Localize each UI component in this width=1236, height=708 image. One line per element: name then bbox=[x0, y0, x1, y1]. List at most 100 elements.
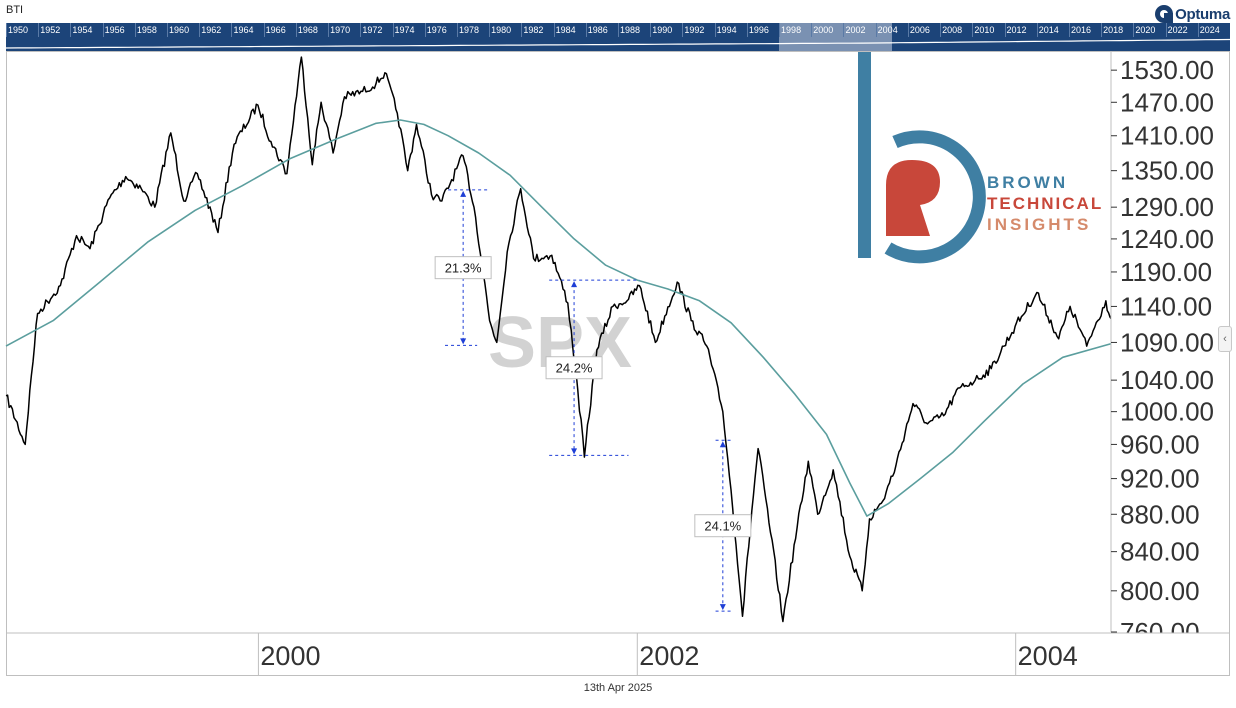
navigator-year[interactable]: 2010 bbox=[974, 25, 995, 35]
navigator-divider bbox=[263, 23, 265, 37]
navigator-year[interactable]: 2002 bbox=[845, 25, 866, 35]
drawdown-arrow-up bbox=[460, 190, 467, 197]
navigator-sparkline bbox=[6, 38, 1230, 49]
navigator-year[interactable]: 1996 bbox=[748, 25, 769, 35]
navigator-divider bbox=[585, 23, 587, 37]
navigator-year[interactable]: 1958 bbox=[136, 25, 157, 35]
navigator-year[interactable]: 1968 bbox=[297, 25, 318, 35]
navigator-divider bbox=[650, 23, 652, 37]
navigator-year[interactable]: 1952 bbox=[40, 25, 61, 35]
x-tick-label: 2002 bbox=[639, 641, 699, 671]
navigator-year[interactable]: 2006 bbox=[909, 25, 930, 35]
y-tick-label: 1470.00 bbox=[1120, 87, 1214, 117]
navigator-year[interactable]: 2014 bbox=[1038, 25, 1059, 35]
navigator-divider bbox=[38, 23, 40, 37]
y-axis-background bbox=[1111, 52, 1229, 632]
y-tick-label: 1240.00 bbox=[1120, 224, 1214, 254]
drawdown-arrow-down bbox=[719, 604, 726, 611]
navigator-divider bbox=[1004, 23, 1006, 37]
navigator-divider bbox=[134, 23, 136, 37]
navigator-year[interactable]: 1982 bbox=[523, 25, 544, 35]
navigator-year[interactable]: 2008 bbox=[942, 25, 963, 35]
navigator-year[interactable]: 1994 bbox=[716, 25, 737, 35]
navigator-year[interactable]: 2024 bbox=[1199, 25, 1220, 35]
drawdown-annotations: 21.3% 24.2% 24.1% bbox=[434, 189, 752, 612]
brand-logo-bowl bbox=[884, 130, 986, 264]
navigator-year[interactable]: 2004 bbox=[877, 25, 898, 35]
navigator-year[interactable]: 1976 bbox=[426, 25, 447, 35]
drawdown-arrow-up bbox=[719, 441, 726, 448]
y-tick-label: 960.00 bbox=[1120, 429, 1200, 459]
navigator-year[interactable]: 1950 bbox=[8, 25, 29, 35]
navigator-year[interactable]: 2018 bbox=[1103, 25, 1124, 35]
navigator-divider bbox=[167, 23, 169, 37]
navigator-year[interactable]: 2020 bbox=[1135, 25, 1156, 35]
navigator-divider bbox=[779, 23, 781, 37]
navigator-year[interactable]: 1988 bbox=[620, 25, 641, 35]
price-line bbox=[5, 56, 1117, 623]
navigator-year[interactable]: 1966 bbox=[265, 25, 286, 35]
y-tick-label: 840.00 bbox=[1120, 537, 1200, 567]
y-tick-label: 1090.00 bbox=[1120, 327, 1214, 357]
brand-line-3: INSIGHTS bbox=[987, 215, 1091, 234]
navigator-divider bbox=[843, 23, 845, 37]
navigator-divider bbox=[1068, 23, 1070, 37]
date-range-navigator[interactable]: 1950 1952 1954 1956 1958 1960 1962 1964 1966 1968… bbox=[6, 23, 1230, 51]
navigator-year[interactable]: 1974 bbox=[394, 25, 415, 35]
optuma-brand-text: Optuma bbox=[1175, 5, 1230, 23]
navigator-year[interactable]: 1972 bbox=[362, 25, 383, 35]
collapse-axis-toggle[interactable]: ‹ bbox=[1218, 326, 1232, 352]
navigator-year[interactable]: 1980 bbox=[491, 25, 512, 35]
navigator-year[interactable]: 1970 bbox=[330, 25, 351, 35]
navigator-year[interactable]: 1998 bbox=[781, 25, 802, 35]
navigator-divider bbox=[907, 23, 909, 37]
drawdown-label: 24.2% bbox=[556, 361, 593, 376]
navigator-year[interactable]: 2012 bbox=[1006, 25, 1027, 35]
navigator-divider bbox=[811, 23, 813, 37]
navigator-year[interactable]: 1978 bbox=[458, 25, 479, 35]
optuma-logo: Optuma bbox=[1155, 3, 1230, 25]
navigator-year[interactable]: 1960 bbox=[169, 25, 190, 35]
navigator-divider bbox=[553, 23, 555, 37]
navigator-divider bbox=[521, 23, 523, 37]
y-tick-label: 1410.00 bbox=[1120, 121, 1214, 151]
footer-date: 13th Apr 2025 bbox=[583, 682, 653, 694]
navigator-year[interactable]: 1990 bbox=[652, 25, 673, 35]
drawdown-label: 24.1% bbox=[704, 519, 741, 534]
navigator-divider bbox=[102, 23, 104, 37]
drawdown-label-box bbox=[694, 514, 752, 538]
navigator-year[interactable]: 1986 bbox=[587, 25, 608, 35]
navigator-year[interactable]: 1984 bbox=[555, 25, 576, 35]
navigator-year[interactable]: 1964 bbox=[233, 25, 254, 35]
navigator-divider bbox=[424, 23, 426, 37]
navigator-year[interactable]: 2016 bbox=[1070, 25, 1091, 35]
navigator-divider bbox=[489, 23, 491, 37]
chart-panel[interactable] bbox=[6, 51, 1230, 676]
navigator-selection-window[interactable] bbox=[779, 23, 892, 51]
navigator-divider bbox=[392, 23, 394, 37]
navigator-divider bbox=[1036, 23, 1038, 37]
navigator-year[interactable]: 1956 bbox=[104, 25, 125, 35]
navigator-divider bbox=[231, 23, 233, 37]
navigator-divider bbox=[328, 23, 330, 37]
navigator-divider bbox=[682, 23, 684, 37]
brand-line-2: TECHNICAL bbox=[987, 194, 1103, 213]
navigator-year[interactable]: 1962 bbox=[201, 25, 222, 35]
navigator-year[interactable]: 1954 bbox=[72, 25, 93, 35]
drawdown-label-box bbox=[545, 356, 603, 380]
navigator-divider bbox=[972, 23, 974, 37]
navigator-divider bbox=[746, 23, 748, 37]
navigator-year[interactable]: 2022 bbox=[1167, 25, 1188, 35]
navigator-year[interactable]: 1992 bbox=[684, 25, 705, 35]
navigator-year[interactable]: 2000 bbox=[813, 25, 834, 35]
x-tick-label: 2004 bbox=[1018, 641, 1078, 671]
y-tick-label: 880.00 bbox=[1120, 499, 1200, 529]
navigator-divider bbox=[1133, 23, 1135, 37]
navigator-divider bbox=[295, 23, 297, 37]
x-axis: 2000 2002 2004 bbox=[6, 632, 1230, 675]
brand-line-1: BROWN bbox=[987, 173, 1068, 192]
navigator-divider bbox=[875, 23, 877, 37]
navigator-divider bbox=[456, 23, 458, 37]
